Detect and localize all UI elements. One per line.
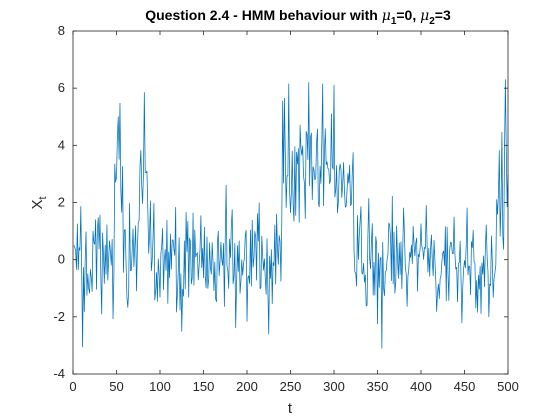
x-tick-label: 300 xyxy=(323,379,345,394)
x-tick-label: 150 xyxy=(193,379,215,394)
x-tick-label: 350 xyxy=(367,379,389,394)
chart-title: Question 2.4 - HMM behaviour with μ1=0, … xyxy=(145,7,451,27)
plot-area xyxy=(72,30,509,375)
series-line xyxy=(73,79,509,349)
y-tick-label: 4 xyxy=(58,137,65,152)
series-layer xyxy=(73,79,509,349)
axes-background xyxy=(73,31,508,374)
x-axis: 0 50 100 150 200 250 300 350 400 450 500 xyxy=(69,31,519,394)
x-tick-label: 400 xyxy=(410,379,432,394)
x-tick-label: 50 xyxy=(109,379,123,394)
y-tick-label: 0 xyxy=(58,252,65,267)
x-tick-label: 100 xyxy=(149,379,171,394)
y-axis-label: Xt xyxy=(29,196,49,209)
x-tick-label: 0 xyxy=(69,379,76,394)
x-axis-label: t xyxy=(288,400,293,417)
y-tick-label: -4 xyxy=(53,366,65,381)
y-tick-label: -2 xyxy=(53,309,65,324)
y-tick-label: 2 xyxy=(58,195,65,210)
x-tick-label: 200 xyxy=(236,379,258,394)
x-tick-label: 450 xyxy=(454,379,476,394)
x-tick-label: 250 xyxy=(280,379,302,394)
y-axis: -4 -2 0 2 4 6 8 xyxy=(53,23,508,381)
x-tick-label: 500 xyxy=(497,379,519,394)
y-tick-label: 8 xyxy=(58,23,65,38)
y-tick-label: 6 xyxy=(58,80,65,95)
